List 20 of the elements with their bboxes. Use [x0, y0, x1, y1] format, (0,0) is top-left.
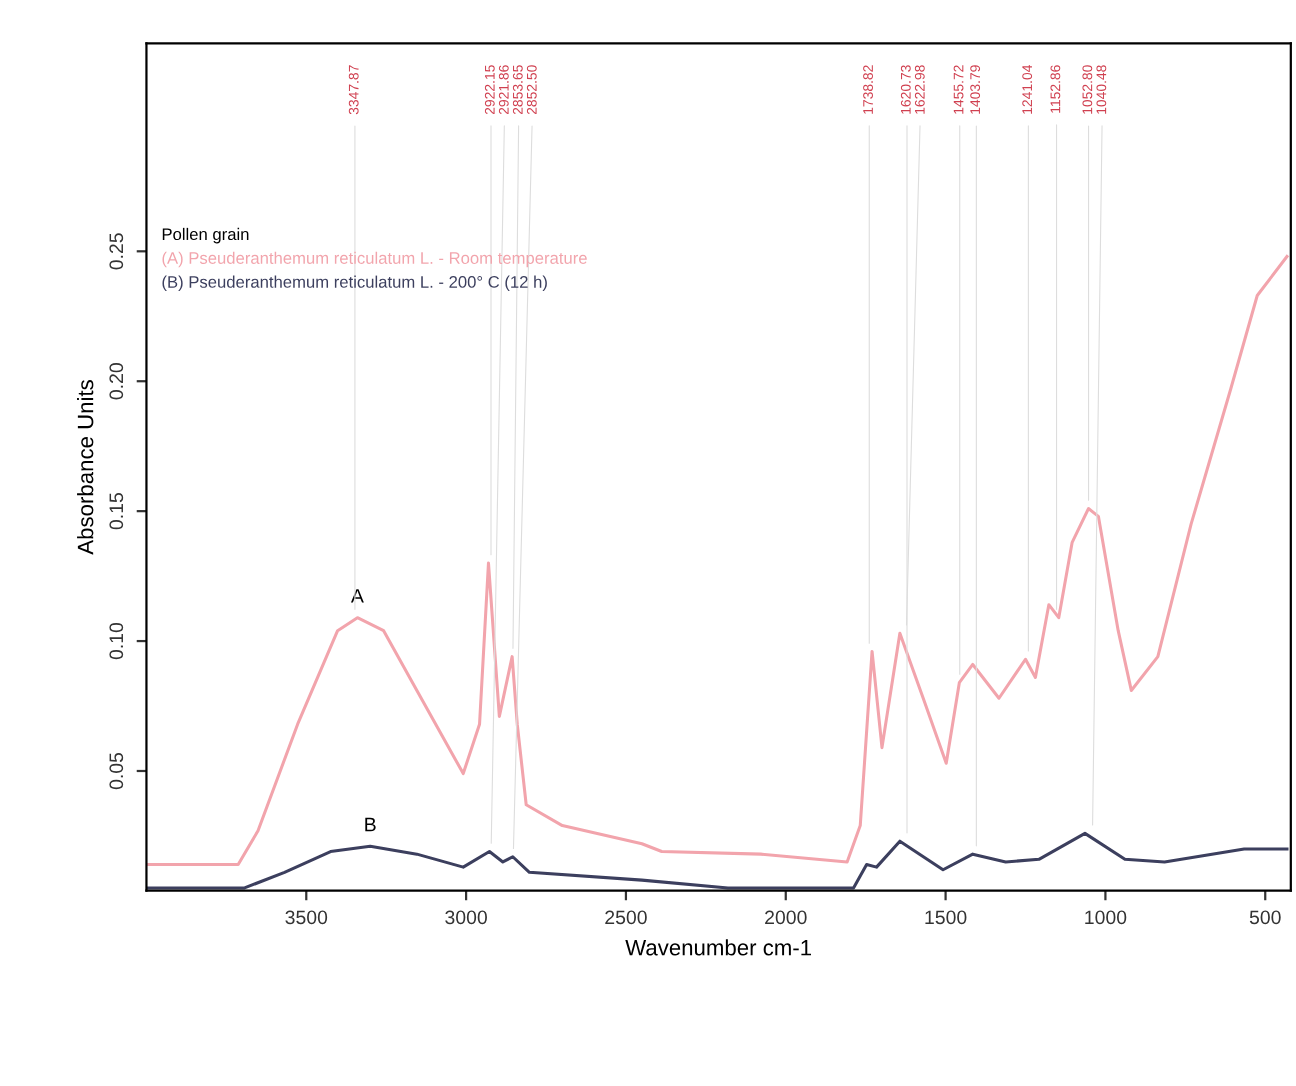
- y-tick-label: 0.15: [109, 493, 124, 530]
- text: (B) Pseuderanthemum reticulatum L. - 200° C (12 h): [162, 275, 547, 292]
- x-tick-label: 2000: [765, 910, 807, 925]
- x-axis-title: Wavenumber cm-1: [625, 939, 811, 956]
- x-tick-label: 1000: [1085, 910, 1127, 925]
- x-tick-label: 500: [1249, 910, 1281, 925]
- y-tick-label: 0.05: [109, 752, 124, 790]
- y-tick-label: 0.10: [109, 622, 124, 660]
- annotation: A: [350, 589, 364, 603]
- x-tick-label: 3500: [285, 910, 328, 925]
- x-tick-label: 2500: [605, 910, 647, 925]
- x-tick-label: 1500: [925, 910, 967, 925]
- line-series: [146, 254, 1289, 867]
- y-tick-label: 0.25: [109, 233, 124, 270]
- text: (A) Pseuderanthemum reticulatum L. - Room temperature: [162, 251, 587, 268]
- annotation: B: [365, 817, 376, 832]
- y-tick-label: 0.20: [109, 363, 124, 400]
- legend-title: Pollen grain: [162, 227, 249, 244]
- x-tick-label: 3000: [445, 910, 487, 925]
- y-axis-title: Absorbance Units: [77, 380, 94, 555]
